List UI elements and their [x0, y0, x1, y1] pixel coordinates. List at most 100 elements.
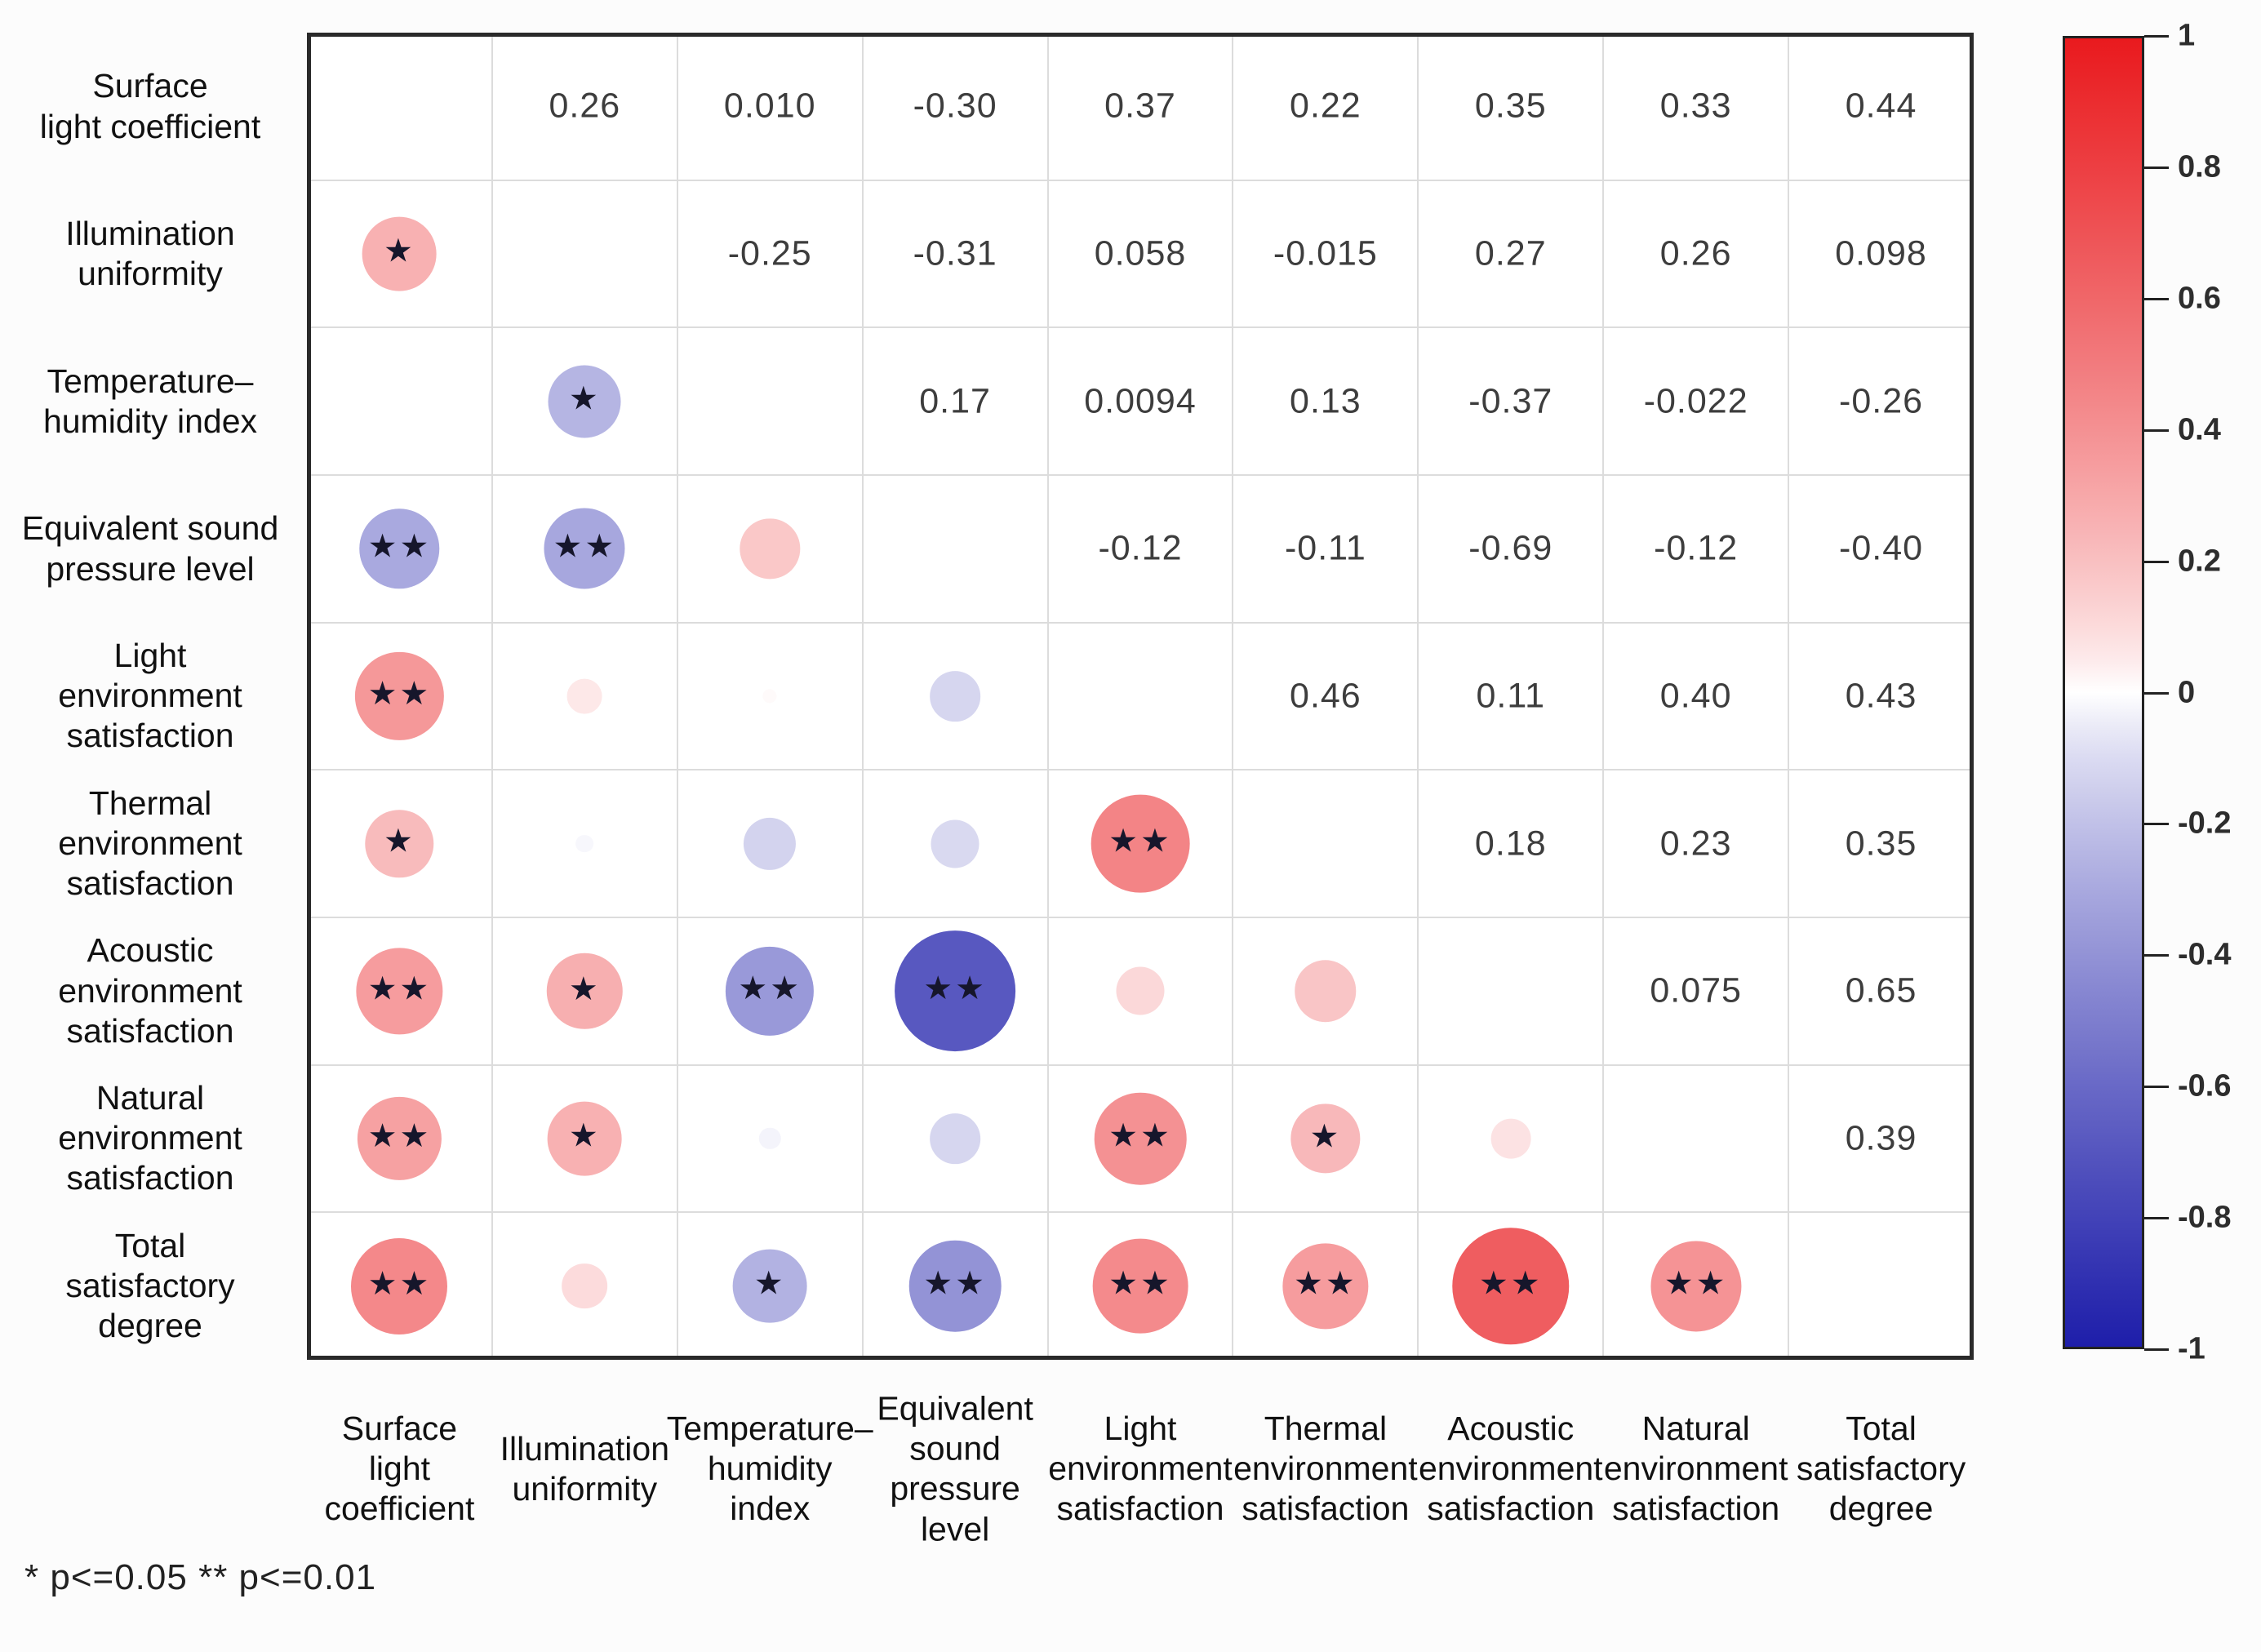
colorbar-tick-mark	[2144, 1086, 2169, 1089]
colorbar-tick-label: 0.8	[2178, 149, 2221, 184]
col-label: Light environment satisfaction	[1048, 1410, 1233, 1528]
colorbar-tick-label: -1	[2178, 1331, 2205, 1366]
significance-stars: ★	[568, 970, 601, 1007]
colorbar-tick-label: 0.2	[2178, 544, 2221, 579]
corr-circle	[930, 671, 980, 722]
row-label: Thermal environment satisfaction	[58, 784, 242, 903]
matrix-cell-value: -0.31	[913, 233, 997, 273]
matrix-gridline-horizontal	[311, 474, 1970, 476]
row-label: Equivalent sound pressure level	[21, 509, 279, 588]
matrix-cell-value: 0.44	[1845, 86, 1917, 126]
colorbar-tick-mark	[2144, 297, 2169, 300]
colorbar-tick-label: -0.8	[2178, 1200, 2232, 1235]
matrix-gridline-horizontal	[311, 1211, 1970, 1214]
matrix-gridline-vertical	[676, 37, 678, 1356]
corr-circle: ★★	[1650, 1241, 1742, 1332]
significance-stars: ★★	[367, 1265, 432, 1302]
colorbar-tick-label: 0.6	[2178, 281, 2221, 316]
row-label: Acoustic environment satisfaction	[58, 931, 242, 1050]
significance-stars: ★★	[367, 528, 432, 565]
matrix-cell-value: 0.0094	[1084, 381, 1197, 421]
corr-circle: ★★	[908, 1240, 1002, 1332]
col-label: Illumination uniformity	[500, 1429, 670, 1508]
colorbar-tick-mark	[2144, 823, 2169, 826]
corr-circle: ★★	[1452, 1227, 1570, 1345]
corr-circle	[1490, 1118, 1531, 1159]
matrix-gridline-vertical	[1232, 37, 1234, 1356]
corr-circle	[562, 1263, 608, 1309]
corr-circle: ★	[362, 216, 437, 291]
matrix-gridline-horizontal	[311, 1064, 1970, 1066]
colorbar-tick-mark	[2144, 429, 2169, 432]
colorbar-tick-mark	[2144, 560, 2169, 563]
matrix-cell-value: 0.35	[1845, 824, 1917, 864]
row-label: Natural environment satisfaction	[58, 1079, 242, 1197]
corr-circle: ★	[732, 1249, 807, 1324]
matrix-cell-value: -0.12	[1654, 528, 1739, 568]
matrix-cell-value: 0.17	[919, 381, 991, 421]
matrix-cell-value: 0.40	[1659, 676, 1732, 716]
corr-circle	[575, 834, 594, 853]
corr-circle: ★★	[351, 1237, 448, 1334]
col-label: Thermal environment satisfaction	[1233, 1410, 1418, 1528]
colorbar-tick-label: 0	[2178, 675, 2196, 709]
significance-stars: ★	[568, 380, 601, 417]
corr-circle: ★	[547, 1101, 622, 1176]
colorbar-tick-mark	[2144, 35, 2169, 38]
colorbar-tick-label: -0.6	[2178, 1068, 2232, 1104]
col-label: Equivalent sound pressure level	[877, 1389, 1033, 1548]
matrix-cell-value: -0.11	[1284, 528, 1366, 568]
matrix-cell-value: 0.23	[1659, 824, 1732, 864]
corr-circle: ★	[1290, 1104, 1361, 1174]
significance-stars: ★★	[738, 970, 802, 1007]
matrix-grid: 0.26 0.010 -0.30 0.37 0.22 0.35 0.33 0.44 -0.25 -…	[307, 33, 1974, 1360]
matrix-gridline-vertical	[1788, 37, 1790, 1356]
row-label: Light environment satisfaction	[58, 637, 242, 755]
matrix-gridline-horizontal	[311, 621, 1970, 624]
matrix-cell-value: -0.30	[913, 86, 997, 126]
matrix-cell-value: -0.26	[1839, 381, 1924, 421]
corr-circle: ★★	[726, 947, 815, 1036]
matrix-cell-value: 0.13	[1290, 381, 1361, 421]
corr-circle: ★★	[1092, 1238, 1188, 1334]
corr-circle	[744, 817, 797, 870]
corr-circle	[566, 678, 602, 714]
corr-circle: ★	[547, 953, 623, 1029]
row-label: Total satisfactory degree	[65, 1226, 235, 1345]
colorbar-tick-mark	[2144, 954, 2169, 957]
significance-stars: ★★	[553, 528, 617, 565]
corr-circle	[762, 689, 777, 704]
row-label: Surface light coefficient	[39, 67, 261, 145]
corr-circle: ★★	[544, 508, 625, 589]
colorbar-tick-mark	[2144, 691, 2169, 695]
significance-stars: ★★	[367, 675, 432, 712]
corr-circle: ★★	[895, 930, 1016, 1052]
matrix-gridline-vertical	[491, 37, 493, 1356]
significance-stars: ★	[568, 1117, 601, 1154]
matrix-cell-value: 0.058	[1094, 233, 1187, 273]
matrix-gridline-horizontal	[311, 326, 1970, 329]
corr-circle: ★★	[1094, 1092, 1187, 1185]
matrix-cell-value: -0.69	[1468, 528, 1553, 568]
significance-stars: ★★	[1294, 1265, 1357, 1302]
corr-circle	[1116, 966, 1165, 1015]
matrix-cell-value: 0.33	[1659, 86, 1732, 126]
significance-stars: ★★	[923, 970, 987, 1007]
colorbar-tick-mark	[2144, 1217, 2169, 1220]
col-label: Temperature– humidity index	[666, 1410, 873, 1528]
corr-circle	[931, 819, 979, 868]
colorbar-tick-label: 1	[2178, 18, 2196, 53]
colorbar-gradient	[2063, 36, 2144, 1349]
colorbar-tick-label: 0.4	[2178, 412, 2221, 447]
corr-circle: ★★	[356, 948, 443, 1034]
matrix-cell-value: 0.65	[1845, 970, 1917, 1010]
significance-stars: ★	[384, 823, 415, 859]
significance-stars: ★★	[1664, 1265, 1728, 1302]
row-label: Temperature– humidity index	[42, 362, 258, 440]
significance-stars: ★	[753, 1265, 786, 1302]
corr-circle	[759, 1127, 781, 1150]
row-label: Illumination uniformity	[65, 214, 235, 292]
colorbar-tick-label: -0.2	[2178, 806, 2232, 841]
colorbar-tick-mark	[2144, 1348, 2169, 1351]
